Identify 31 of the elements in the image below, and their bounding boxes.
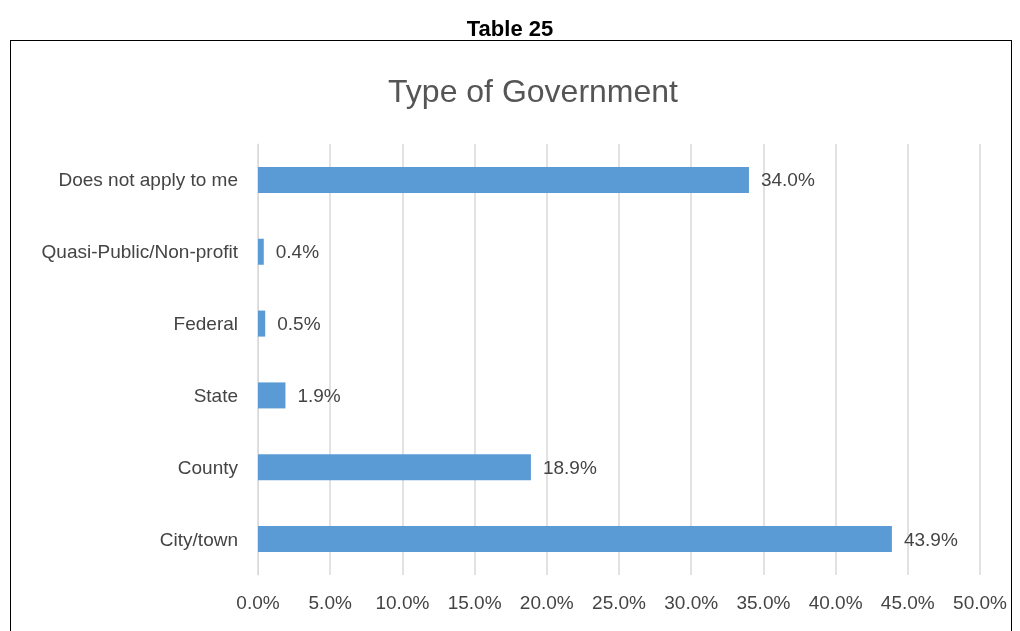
x-tick-label: 15.0% [447,592,502,613]
data-label: 43.9% [903,528,958,550]
x-tick-label: 20.0% [519,592,574,613]
chart-title: Table 25 [466,15,554,41]
x-tick-label: 50.0% [953,592,1008,613]
bar [258,382,286,409]
bar [258,238,264,265]
y-tick-label: Quasi-Public/Non-profit [41,241,239,263]
data-label: 0.5% [277,313,321,335]
y-tick-label: Does not apply to me [58,169,238,191]
x-tick-label: 10.0% [375,592,430,613]
data-label: 1.9% [297,384,341,406]
data-label: 34.0% [760,169,815,191]
y-tick-label: City/town [159,528,238,550]
bar [258,310,266,337]
x-tick-label: 45.0% [880,592,935,613]
data-label: 18.9% [542,456,597,478]
bar [258,526,892,553]
x-tick-label: 5.0% [308,592,352,613]
x-tick-label: 0.0% [236,592,280,613]
chart-subtitle: Type of Government [388,73,679,109]
x-tick-label: 40.0% [808,592,863,613]
y-tick-label: County [177,456,239,478]
y-tick-label: State [193,384,238,406]
x-tick-label: 35.0% [736,592,791,613]
x-tick-label: 30.0% [664,592,719,613]
y-tick-label: Federal [173,313,238,335]
bar [258,166,749,193]
bar [258,454,531,481]
x-tick-label: 25.0% [592,592,647,613]
data-label: 0.4% [275,241,320,263]
